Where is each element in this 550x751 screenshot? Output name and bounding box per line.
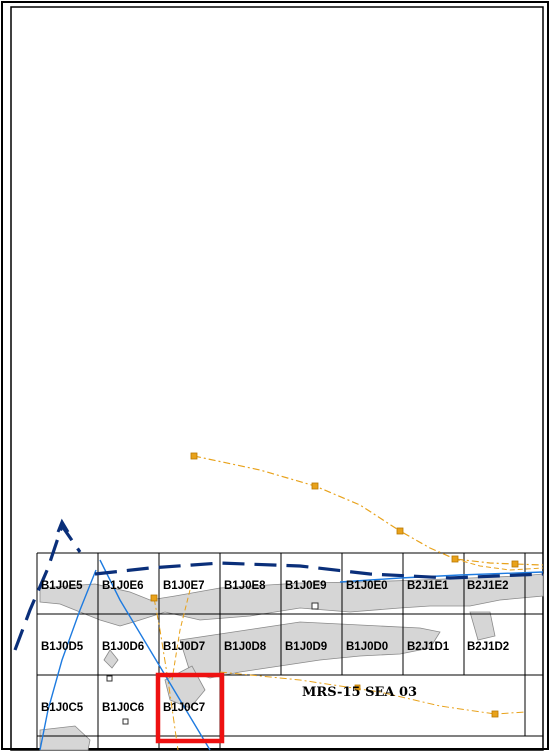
point-markers — [106, 602, 319, 725]
tile-label[interactable]: B1J0D7 — [163, 641, 205, 653]
tile-label[interactable]: B1J0D5 — [41, 641, 84, 653]
tile-label[interactable]: B1J0E0 — [346, 580, 388, 592]
tile-label[interactable]: B1J0D9 — [285, 641, 327, 653]
tile-label[interactable]: B1J0E5 — [41, 580, 83, 592]
pipeline-route — [150, 452, 544, 751]
tile-labels-row-d: B1J0D5 B1J0D6 B1J0D7 B1J0D8 B1J0D9 B1J0D… — [41, 641, 509, 653]
tile-label[interactable]: B1J0C5 — [41, 702, 84, 714]
tile-label[interactable]: B1J0E7 — [163, 580, 205, 592]
tile-label[interactable]: B1J0D0 — [346, 641, 388, 653]
tile-label[interactable]: B2J1E1 — [407, 580, 449, 592]
tile-label[interactable]: B2J1D1 — [407, 641, 450, 653]
inner-border — [10, 6, 544, 751]
tile-label[interactable]: B2J1D2 — [467, 641, 509, 653]
tile-label[interactable]: B1J0D8 — [224, 641, 267, 653]
land-area — [39, 573, 544, 751]
tile-grid — [36, 552, 543, 750]
tile-label[interactable]: B1J0D6 — [102, 641, 144, 653]
boundary-arrow — [56, 518, 70, 533]
tile-label[interactable]: B1J0C6 — [102, 702, 144, 714]
tile-label[interactable]: B2J1E2 — [467, 580, 509, 592]
tile-label[interactable]: B1J0E9 — [285, 580, 327, 592]
tile-label[interactable]: B1J0E6 — [102, 580, 144, 592]
territorial-boundary — [13, 522, 544, 651]
tile-label[interactable]: B1J0E8 — [224, 580, 266, 592]
tile-label-highlighted[interactable]: B1J0C7 — [163, 702, 205, 714]
tile-labels-row-e: B1J0E5 B1J0E6 B1J0E7 B1J0E8 B1J0E9 B1J0E… — [41, 580, 509, 592]
highlighted-tile-box[interactable] — [155, 672, 225, 744]
tile-labels-row-c: B1J0C5 B1J0C6 B1J0C7 — [41, 702, 205, 714]
map-title: MRS-15 SEA 03 — [302, 685, 417, 700]
